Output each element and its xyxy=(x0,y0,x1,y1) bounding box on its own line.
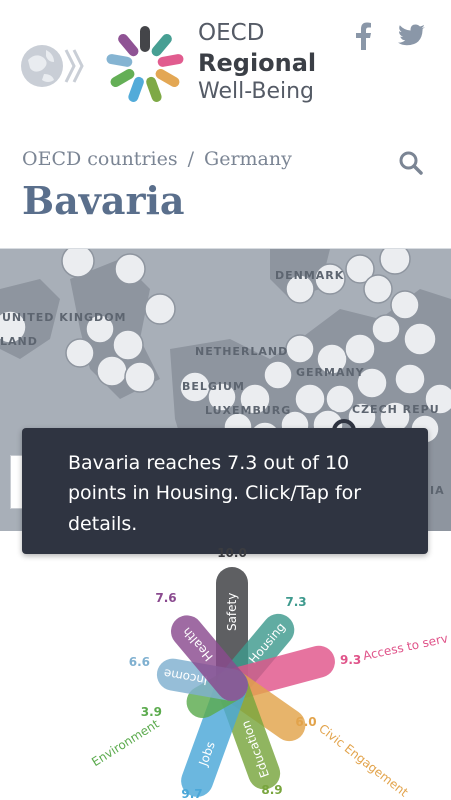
page-title: Bavaria xyxy=(22,178,185,223)
petal-value-health: 7.6 xyxy=(155,591,176,605)
petal-value-jobs: 9.7 xyxy=(181,787,202,800)
breadcrumb-oecd-countries[interactable]: OECD countries xyxy=(22,148,178,170)
well-being-logo-mark xyxy=(106,26,184,102)
map-label-united-kingdom: UNITED KINGDOM xyxy=(2,311,127,324)
map-label-czech-republic: CZECH REPU xyxy=(352,403,440,416)
flower-top-value: 10.0 xyxy=(217,546,247,560)
map-label-denmark: DENMARK xyxy=(275,269,345,282)
petal-value-environment: 3.9 xyxy=(141,705,162,719)
petal-value-civic-engagement: 6.0 xyxy=(295,715,316,729)
map-label-ireland: LAND xyxy=(0,335,38,348)
petal-value-access-to-services: 9.3 xyxy=(340,653,361,667)
petal-value-housing: 7.3 xyxy=(285,595,306,609)
petal-health[interactable] xyxy=(164,609,254,708)
petal-label-civic-engagement: Civic Engagement xyxy=(316,721,411,799)
petal-label-safety: Safety xyxy=(225,593,239,631)
map-label-luxemburg: LUXEMBURG xyxy=(205,404,292,417)
petal-value-education: 8.9 xyxy=(261,783,282,797)
breadcrumb-separator: / xyxy=(187,148,195,170)
map-label-germany: GERMANY xyxy=(296,366,365,379)
petal-label-access-to-services: Access to serv xyxy=(362,631,449,663)
site-title[interactable]: OECD Regional Well-Being xyxy=(198,22,316,103)
brand-line-oecd: OECD xyxy=(198,20,265,46)
map-label-netherlands: NETHERLAND xyxy=(195,345,289,358)
breadcrumb: OECD countries / Germany xyxy=(22,148,292,170)
petal-label-environment: Environment xyxy=(89,717,162,770)
oecd-logo[interactable] xyxy=(18,40,90,92)
map-label-belgium: BELGIUM xyxy=(182,380,245,393)
site-header: OECD Regional Well-Being xyxy=(0,0,451,130)
twitter-icon[interactable] xyxy=(398,24,426,48)
breadcrumb-germany[interactable]: Germany xyxy=(204,148,292,170)
tooltip-text: Bavaria reaches 7.3 out of 10 points in … xyxy=(68,452,362,535)
search-icon[interactable] xyxy=(398,150,424,176)
region-tooltip[interactable]: Bavaria reaches 7.3 out of 10 points in … xyxy=(22,428,428,554)
brand-line-regional: Regional xyxy=(198,49,317,77)
brand-line-well-being: Well-Being xyxy=(198,79,315,104)
map-label-austria: IA xyxy=(430,484,445,497)
facebook-icon[interactable] xyxy=(354,22,372,50)
petal-value-income: 6.6 xyxy=(129,655,150,669)
